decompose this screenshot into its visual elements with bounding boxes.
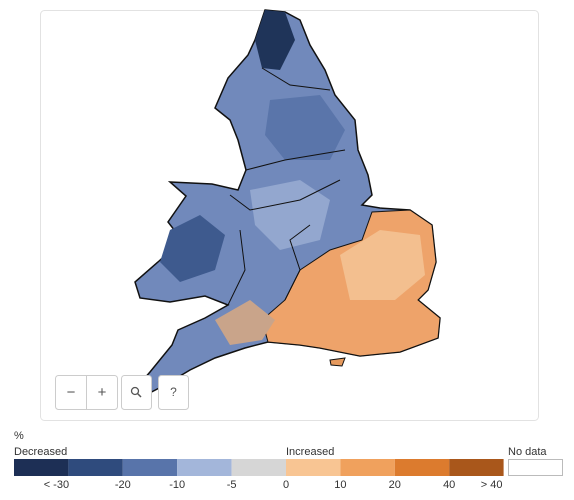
yorkshire-patch	[265, 95, 345, 160]
legend-swatch	[68, 459, 123, 476]
legend-tick-label: -20	[115, 479, 131, 491]
legend-tick-label: 10	[334, 479, 346, 491]
legend-swatch	[449, 459, 504, 476]
legend-tick-label: 40	[443, 479, 455, 491]
north-dark-region	[255, 10, 295, 70]
legend: % Decreased Increased No data < -30 -20 -1…	[14, 430, 563, 491]
legend-no-data-label: No data	[508, 446, 547, 458]
region-borders	[227, 67, 346, 306]
legend-swatch	[286, 459, 341, 476]
legend-high-label: Increased	[286, 446, 334, 458]
midlands-patch	[250, 180, 330, 250]
legend-tick-label: -10	[169, 479, 185, 491]
search-icon	[130, 386, 140, 396]
zoom-in-label: +	[98, 384, 107, 401]
help-button[interactable]: ?	[158, 375, 189, 410]
search-icon-handle	[136, 392, 142, 398]
legend-swatch	[340, 459, 395, 476]
zoom-controls: − + ?	[55, 375, 189, 410]
legend-tick-label: -5	[227, 479, 237, 491]
legend-swatch	[122, 459, 178, 476]
search-box	[121, 375, 152, 410]
legend-low-label: Decreased	[14, 446, 67, 458]
isle-of-wight	[329, 357, 346, 367]
east-region-patch	[340, 230, 425, 300]
wales-patch	[160, 215, 225, 282]
help-box	[158, 375, 189, 410]
zoom-out-button[interactable]: −	[67, 384, 76, 401]
zoom-out-label: −	[67, 384, 76, 401]
map	[128, 9, 441, 399]
search-button[interactable]	[121, 375, 152, 410]
legend-tick-label: < -30	[44, 479, 69, 491]
legend-tick-label: 20	[389, 479, 401, 491]
legend-no-data-swatch	[508, 459, 563, 476]
legend-tick-label: > 40	[481, 479, 503, 491]
legend-swatch	[231, 459, 286, 476]
legend-swatch	[177, 459, 232, 476]
south-west-patch	[215, 300, 275, 345]
legend-swatch	[394, 459, 450, 476]
legend-tick-label: 0	[283, 479, 289, 491]
legend-swatch	[14, 459, 69, 476]
help-label: ?	[170, 385, 177, 399]
zoom-in-button[interactable]: +	[98, 384, 107, 401]
legend-unit: %	[14, 430, 24, 442]
